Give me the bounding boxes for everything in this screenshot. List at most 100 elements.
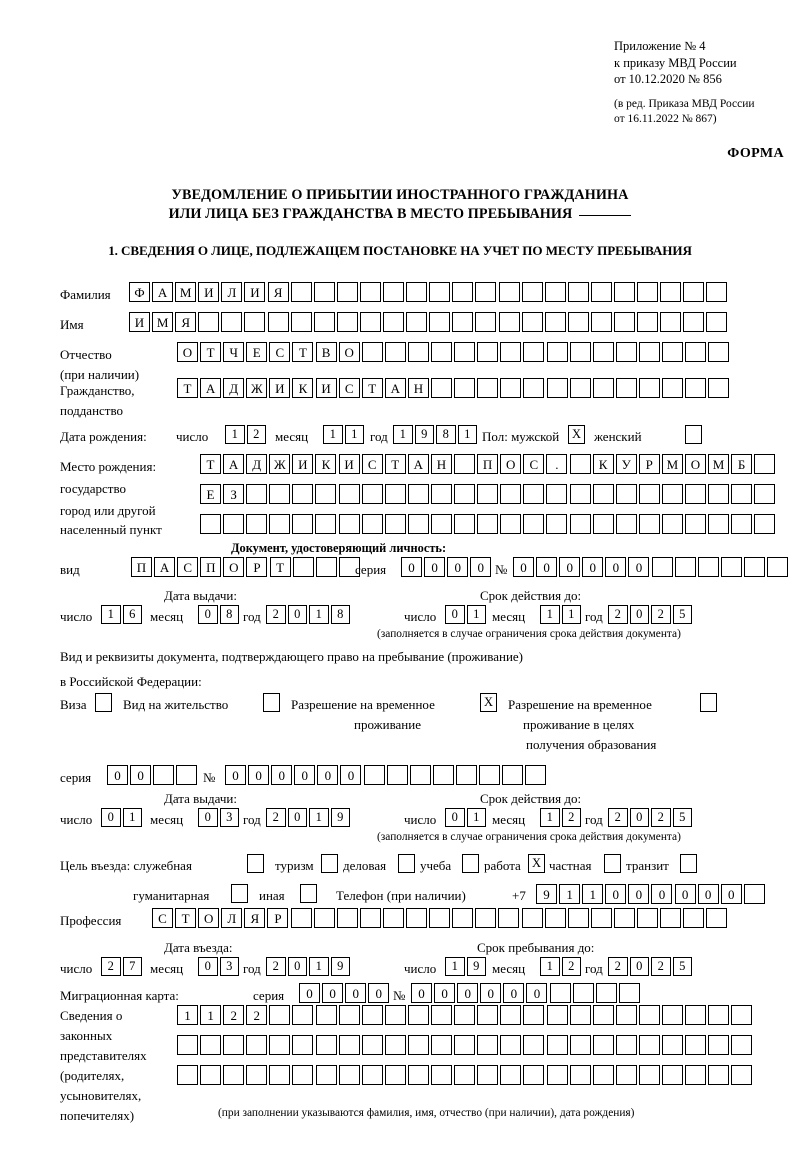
char-cell[interactable] [638, 1035, 660, 1055]
char-cell[interactable] [313, 282, 335, 302]
char-cell[interactable]: 1 [540, 808, 560, 827]
temp-residence-edu-checkbox[interactable] [700, 693, 717, 712]
char-cell[interactable] [661, 342, 683, 362]
char-cell[interactable] [569, 514, 591, 534]
char-cell[interactable] [615, 1065, 637, 1085]
char-cell[interactable] [407, 1035, 429, 1055]
char-cell[interactable]: Р [638, 454, 660, 474]
char-cell[interactable] [685, 1065, 707, 1085]
char-cell[interactable]: 9 [414, 425, 434, 444]
char-cell[interactable]: И [198, 282, 220, 302]
char-cell[interactable] [546, 342, 568, 362]
char-cell[interactable] [292, 1005, 314, 1025]
char-cell[interactable]: 2 [608, 605, 628, 624]
char-cell[interactable] [708, 484, 730, 504]
char-cell[interactable]: Б [731, 454, 753, 474]
char-cell[interactable]: Т [175, 908, 197, 928]
char-cell[interactable] [523, 1065, 545, 1085]
char-cell[interactable]: Е [246, 342, 268, 362]
char-cell[interactable]: 1 [466, 605, 486, 624]
char-cell[interactable]: 2 [651, 808, 671, 827]
char-cell[interactable]: М [152, 312, 174, 332]
char-cell[interactable] [313, 908, 335, 928]
char-cell[interactable] [638, 378, 660, 398]
char-cell[interactable]: Т [384, 454, 406, 474]
temp-residence-checkbox[interactable]: X [480, 693, 497, 712]
char-cell[interactable]: 0 [401, 557, 422, 577]
char-cell[interactable] [592, 1065, 614, 1085]
char-cell[interactable]: Т [269, 557, 291, 577]
char-cell[interactable]: Н [430, 454, 452, 474]
char-cell[interactable] [523, 514, 545, 534]
char-cell[interactable] [361, 1005, 383, 1025]
char-cell[interactable] [336, 908, 358, 928]
char-cell[interactable]: 0 [628, 884, 650, 904]
char-cell[interactable]: 7 [122, 957, 142, 976]
char-cell[interactable] [544, 908, 566, 928]
char-cell[interactable] [685, 342, 707, 362]
char-cell[interactable] [269, 484, 291, 504]
char-cell[interactable] [546, 378, 568, 398]
char-cell[interactable] [661, 1065, 683, 1085]
char-cell[interactable] [454, 484, 476, 504]
char-cell[interactable] [638, 484, 660, 504]
char-cell[interactable] [475, 312, 497, 332]
char-cell[interactable]: К [592, 454, 614, 474]
char-cell[interactable] [683, 282, 705, 302]
char-cell[interactable] [292, 484, 314, 504]
char-cell[interactable]: 0 [198, 808, 218, 827]
char-cell[interactable]: 0 [480, 983, 502, 1003]
char-cell[interactable]: 2 [608, 957, 628, 976]
char-cell[interactable] [429, 908, 451, 928]
legal-rep-input-row-3[interactable] [177, 1065, 753, 1085]
char-cell[interactable] [684, 514, 706, 534]
char-cell[interactable]: А [152, 282, 174, 302]
char-cell[interactable]: 0 [445, 808, 465, 827]
char-cell[interactable] [521, 282, 543, 302]
char-cell[interactable]: К [292, 378, 314, 398]
char-cell[interactable] [743, 557, 765, 577]
char-cell[interactable]: 2 [651, 605, 671, 624]
char-cell[interactable]: 0 [368, 983, 390, 1003]
char-cell[interactable]: 1 [457, 425, 477, 444]
char-cell[interactable] [615, 378, 637, 398]
char-cell[interactable]: 3 [219, 808, 239, 827]
char-cell[interactable] [720, 557, 742, 577]
char-cell[interactable] [290, 282, 312, 302]
char-cell[interactable]: 0 [470, 557, 492, 577]
char-cell[interactable]: Я [267, 282, 289, 302]
char-cell[interactable] [544, 282, 566, 302]
char-cell[interactable]: 0 [629, 605, 649, 624]
char-cell[interactable]: Ф [129, 282, 150, 302]
char-cell[interactable] [176, 765, 198, 785]
char-cell[interactable] [731, 514, 753, 534]
char-cell[interactable] [569, 342, 591, 362]
char-cell[interactable]: В [315, 342, 337, 362]
char-cell[interactable] [454, 1005, 476, 1025]
char-cell[interactable] [590, 312, 612, 332]
char-cell[interactable] [454, 454, 476, 474]
char-cell[interactable]: 9 [330, 808, 350, 827]
char-cell[interactable]: 2 [246, 425, 266, 444]
char-cell[interactable] [500, 1035, 522, 1055]
char-cell[interactable]: 3 [219, 957, 239, 976]
char-cell[interactable]: 0 [536, 557, 558, 577]
char-cell[interactable]: О [177, 342, 198, 362]
char-cell[interactable] [361, 342, 383, 362]
char-cell[interactable]: Д [223, 378, 245, 398]
purpose-official-checkbox[interactable] [247, 854, 264, 873]
char-cell[interactable]: 0 [107, 765, 128, 785]
char-cell[interactable] [683, 908, 705, 928]
char-cell[interactable] [338, 1035, 360, 1055]
char-cell[interactable]: 8 [436, 425, 456, 444]
